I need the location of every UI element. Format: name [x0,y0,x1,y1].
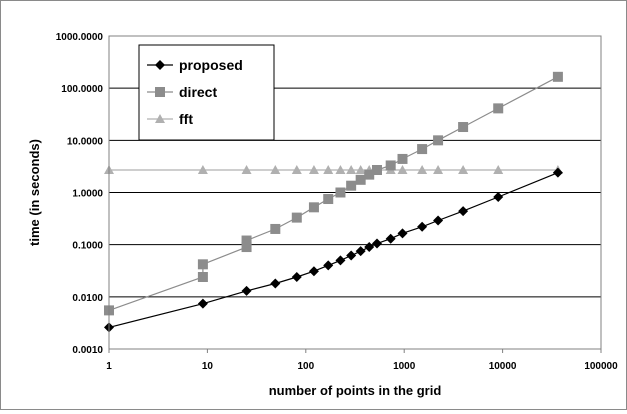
direct-point [371,164,382,175]
y-tick-label: 1000.0000 [56,32,104,43]
x-tick-label: 100 [297,361,314,372]
y-tick-label: 10.0000 [67,136,104,147]
fft-point [241,164,252,174]
direct-point [417,144,428,155]
proposed-point [364,242,375,253]
fft-point [433,164,444,174]
direct-point [433,135,444,146]
legend-label-direct: direct [179,84,217,100]
x-axis-title: number of points in the grid [269,383,442,398]
x-tick-label: 10000 [489,361,517,372]
proposed-point [397,228,408,239]
legend-label-proposed: proposed [179,57,243,73]
fft-point [323,164,334,174]
proposed-point [197,298,208,309]
series-layer [104,71,563,333]
x-tick-label: 1 [106,361,112,372]
y-tick-label: 1.0000 [72,189,103,200]
direct-point [270,223,281,234]
direct-point [308,202,319,213]
fft-point [397,164,408,174]
proposed-point [458,206,469,217]
direct-point [335,187,346,198]
direct-point [197,271,208,282]
direct-point [397,153,408,164]
direct-point [493,103,504,114]
direct-point [197,259,208,270]
proposed-point [270,278,281,289]
proposed-point [346,250,357,261]
fft-point [335,164,346,174]
y-tick-label: 0.0100 [72,293,103,304]
plot-area-border [108,35,602,350]
legend-label-fft: fft [179,111,193,127]
y-tick-label: 0.0010 [72,345,103,356]
fft-point [493,164,504,174]
proposed-point [335,255,346,266]
legend-marker-direct [155,87,165,97]
series-fft [104,164,563,174]
y-tick-label: 100.0000 [61,84,103,95]
direct-point [385,160,396,171]
fft-point [197,164,208,174]
fft-point [417,164,428,174]
x-tick-label: 100000 [584,361,618,372]
y-tick-label: 0.1000 [72,241,103,252]
direct-point [241,235,252,246]
fft-point [291,164,302,174]
direct-point [552,71,563,82]
proposed-point [241,285,252,296]
direct-point [346,180,357,191]
series-direct [104,71,563,316]
proposed-point [552,167,563,178]
fft-point [355,164,366,174]
tick-labels: 0.0010 0.0100 0.1000 1.0000 10.0000 100.0000 1… [56,32,618,372]
direct-point [355,174,366,185]
direct-point [241,242,252,253]
proposed-point [493,191,504,202]
direct-point [323,194,334,205]
legend-marker-proposed [155,60,165,70]
proposed-point [385,233,396,244]
fft-point [346,164,357,174]
fft-point [270,164,281,174]
fft-point [458,164,469,174]
series-proposed [104,167,563,333]
direct-point [458,122,469,133]
legend: proposed direct fft [138,44,275,141]
legend-marker-fft [155,114,165,123]
proposed-point [291,271,302,282]
x-tick-label: 1000 [393,361,416,372]
proposed-point [433,215,444,226]
direct-point [291,212,302,223]
proposed-point [308,266,319,277]
proposed-point [323,260,334,271]
proposed-point [355,246,366,257]
fft-point [308,164,319,174]
x-tick-label: 10 [202,361,214,372]
direct-point [364,169,375,180]
proposed-point [417,221,428,232]
y-axis-title: time (in seconds) [27,139,42,246]
proposed-point [371,238,382,249]
